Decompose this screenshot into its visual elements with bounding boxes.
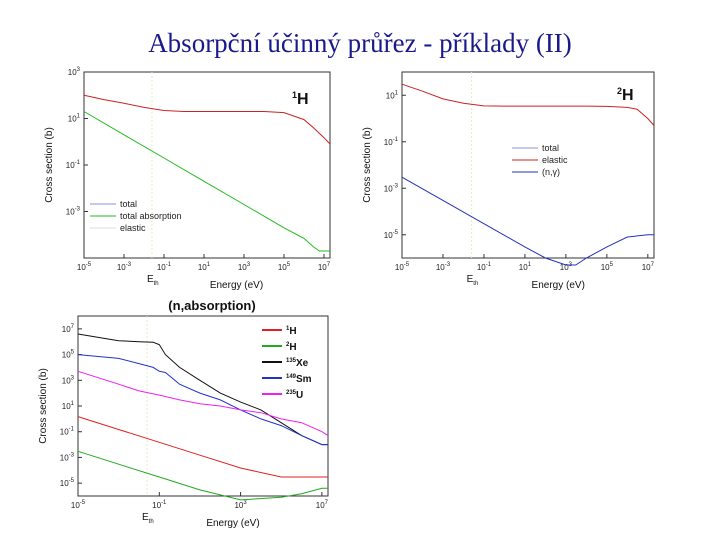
x-axis-label: Energy (eV) (210, 280, 263, 291)
nuclide-label: 1H (292, 90, 309, 108)
series-line-135xe (77, 333, 328, 446)
y-axis-label: Cross section (b) (44, 127, 55, 203)
y-tick-label: 10-3 (384, 183, 399, 193)
series-line-elastic (401, 83, 655, 126)
x-tick-label: 103 (234, 500, 247, 510)
y-tick-label: 10-3 (60, 452, 75, 462)
legend-entry: elastic (120, 223, 146, 233)
x-tick-label: 105 (278, 262, 291, 272)
x-axis-label: Energy (eV) (532, 280, 585, 291)
series-line-2h (77, 450, 328, 501)
x-axis-label: Energy (eV) (206, 518, 259, 529)
y-tick-label: 101 (68, 114, 81, 124)
legend-entry: (n,γ) (542, 167, 560, 177)
thermal-energy-label: Eth (147, 274, 159, 287)
legend-entry: elastic (542, 155, 568, 165)
legend-entry: 2H (286, 342, 297, 353)
x-tick-label: 10-5 (71, 500, 86, 510)
legend-entry: total (120, 199, 137, 209)
y-tick-label: 10-1 (60, 427, 75, 437)
series-line-n (401, 176, 654, 266)
x-tick-label: 103 (238, 262, 251, 272)
series-line-totalabsorption (83, 111, 330, 252)
series-line-149sm (77, 354, 328, 446)
y-tick-label: 10-3 (66, 207, 81, 217)
y-axis-label: Cross section (b) (38, 368, 49, 444)
legend-entry: total (542, 143, 559, 153)
legend-entry: total absorption (120, 211, 182, 221)
x-tick-label: 105 (601, 262, 614, 272)
chart-n-absorption: Eth 10-5 10-1 103 107 10-5 10-3 10-1 101 103 105 10… (38, 298, 329, 529)
legend-entry: 135Xe (286, 358, 309, 369)
x-tick-label: 101 (519, 262, 532, 272)
y-tick-label: 105 (62, 350, 75, 360)
chart-1h: Eth 10-5 10-3 10-1 101 103 105 107 10-3 10-1 101 10… (44, 67, 331, 291)
x-tick-label: 107 (318, 262, 331, 272)
x-tick-label: 10-5 (395, 262, 410, 272)
series-line-1h (77, 416, 328, 478)
plot-frame (401, 71, 655, 259)
x-tick-label: 10-1 (477, 262, 492, 272)
x-tick-label: 10-1 (157, 262, 172, 272)
y-tick-label: 10-5 (60, 478, 75, 488)
x-tick-label: 10-5 (77, 262, 92, 272)
legend-entry: 149Sm (286, 374, 312, 385)
y-tick-label: 101 (386, 90, 399, 100)
page-title: Absorpční účinný průřez - příklady (II) (148, 28, 572, 58)
x-tick-label: 10-1 (152, 500, 167, 510)
legend-entry: 1H (286, 326, 297, 337)
y-tick-label: 10-1 (66, 160, 81, 170)
y-tick-label: 10-1 (384, 137, 399, 147)
legend-entry: 235U (286, 390, 303, 401)
series-line-unnamed (83, 94, 331, 145)
y-axis-label: Cross section (b) (362, 127, 373, 203)
nuclide-label: 2H (617, 86, 634, 104)
y-tick-label: 10-5 (384, 230, 399, 240)
x-tick-label: 107 (316, 500, 329, 510)
y-tick-label: 103 (68, 67, 81, 77)
series-line-235u (77, 370, 329, 437)
plot-title: (n,absorption) (168, 298, 255, 313)
x-tick-label: 107 (642, 262, 655, 272)
y-tick-label: 103 (62, 375, 75, 385)
x-tick-label: 10-3 (436, 262, 451, 272)
y-tick-label: 101 (62, 401, 75, 411)
y-tick-label: 107 (62, 324, 75, 334)
x-tick-label: 10-3 (117, 262, 132, 272)
thermal-energy-label: Eth (142, 512, 154, 525)
thermal-energy-label: Eth (467, 274, 479, 287)
x-tick-label: 101 (198, 262, 211, 272)
